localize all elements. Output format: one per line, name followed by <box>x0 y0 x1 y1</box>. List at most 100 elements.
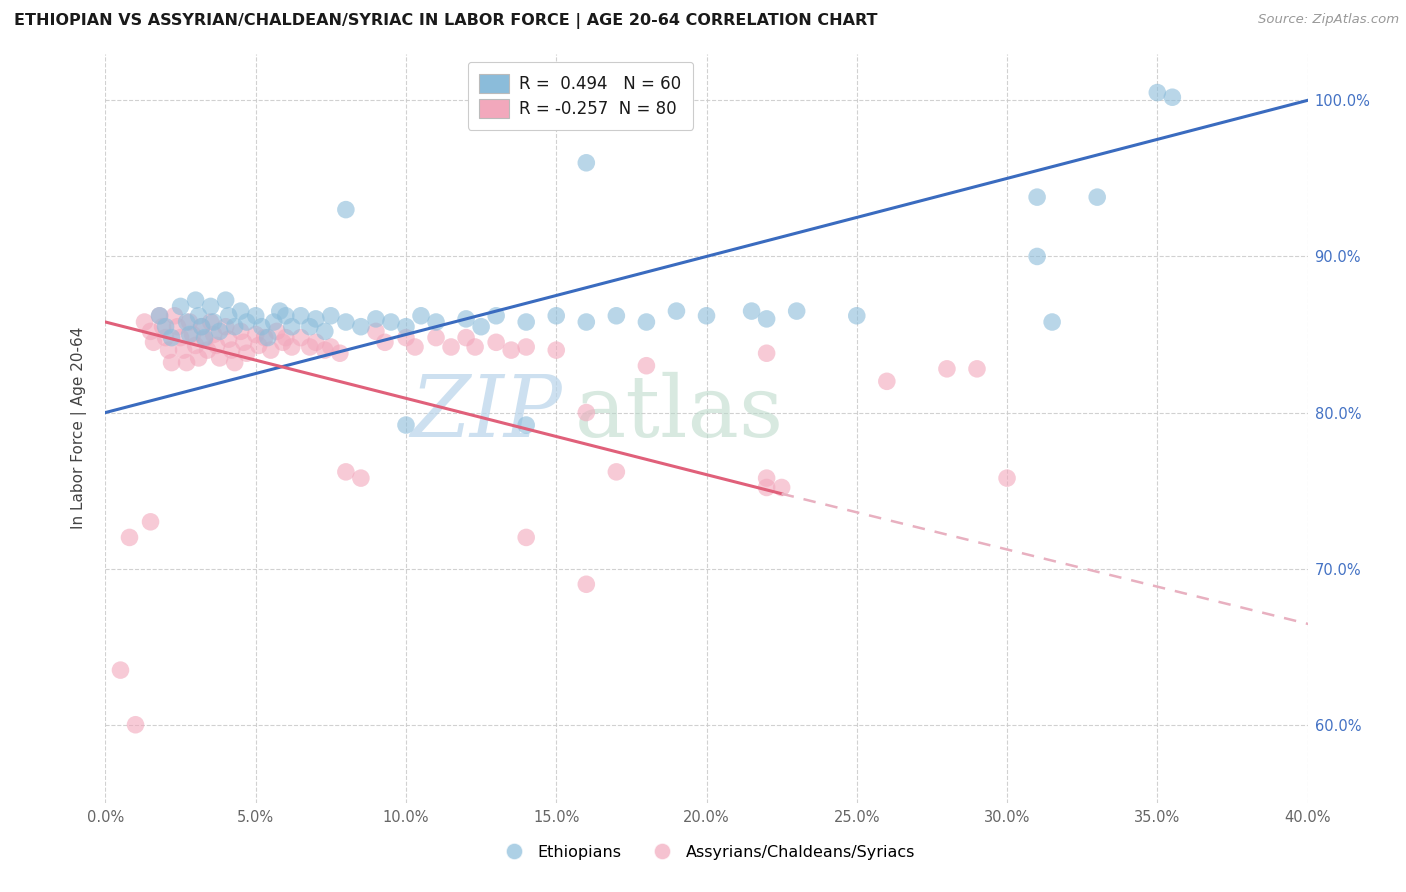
Point <box>364 312 387 326</box>
Point <box>425 331 447 345</box>
Point <box>179 315 201 329</box>
Point <box>152 319 174 334</box>
Point <box>966 362 988 376</box>
Point <box>741 304 763 318</box>
Point <box>218 309 240 323</box>
Point <box>281 319 304 334</box>
Point <box>163 309 186 323</box>
Point <box>786 304 808 318</box>
Point <box>205 338 228 352</box>
Point <box>160 356 183 370</box>
Point <box>269 304 291 318</box>
Point <box>157 343 180 358</box>
Point <box>202 315 225 329</box>
Point <box>214 319 236 334</box>
Y-axis label: In Labor Force | Age 20-64: In Labor Force | Age 20-64 <box>72 327 87 529</box>
Point <box>173 343 195 358</box>
Point <box>187 309 209 323</box>
Point <box>936 362 959 376</box>
Point <box>364 325 387 339</box>
Point <box>454 331 477 345</box>
Point <box>200 300 222 314</box>
Point <box>404 340 426 354</box>
Point <box>335 465 357 479</box>
Point <box>335 202 357 217</box>
Point <box>263 315 285 329</box>
Point <box>218 332 240 346</box>
Point <box>187 351 209 365</box>
Point <box>169 331 191 345</box>
Point <box>395 319 418 334</box>
Point <box>770 481 793 495</box>
Point <box>470 319 492 334</box>
Point <box>464 340 486 354</box>
Point <box>380 315 402 329</box>
Point <box>139 515 162 529</box>
Point <box>1146 86 1168 100</box>
Point <box>876 375 898 389</box>
Text: ZIP: ZIP <box>411 372 562 455</box>
Point <box>197 343 219 358</box>
Point <box>235 315 257 329</box>
Point <box>148 309 170 323</box>
Point <box>395 417 418 433</box>
Point <box>208 325 231 339</box>
Point <box>575 577 598 591</box>
Point <box>755 346 778 360</box>
Point <box>245 327 267 342</box>
Point <box>290 309 312 323</box>
Point <box>575 156 598 170</box>
Point <box>176 315 198 329</box>
Legend: Ethiopians, Assyrians/Chaldeans/Syriacs: Ethiopians, Assyrians/Chaldeans/Syriacs <box>492 838 921 866</box>
Point <box>202 327 225 342</box>
Point <box>266 325 288 339</box>
Point <box>260 343 283 358</box>
Point <box>166 319 188 334</box>
Point <box>274 331 297 345</box>
Point <box>290 331 312 345</box>
Point <box>1026 190 1049 204</box>
Point <box>515 530 537 544</box>
Point <box>515 417 537 433</box>
Point <box>224 319 246 334</box>
Point <box>636 315 658 329</box>
Point <box>245 309 267 323</box>
Point <box>229 304 252 318</box>
Point <box>194 331 217 345</box>
Point <box>194 332 217 346</box>
Point <box>160 331 183 345</box>
Point <box>440 340 463 354</box>
Point <box>995 471 1018 485</box>
Point <box>305 335 328 350</box>
Point <box>208 351 231 365</box>
Point <box>235 346 257 360</box>
Point <box>134 315 156 329</box>
Point <box>190 319 212 334</box>
Point <box>181 327 204 342</box>
Point <box>214 293 236 308</box>
Point <box>247 338 270 352</box>
Point <box>221 343 243 358</box>
Point <box>200 315 222 329</box>
Point <box>314 343 336 358</box>
Point <box>515 315 537 329</box>
Point <box>250 319 273 334</box>
Point <box>636 359 658 373</box>
Point <box>575 315 598 329</box>
Point <box>139 325 162 339</box>
Point <box>253 331 276 345</box>
Point <box>454 312 477 326</box>
Point <box>298 340 321 354</box>
Point <box>335 315 357 329</box>
Point <box>501 343 523 358</box>
Point <box>329 346 352 360</box>
Point <box>575 405 598 419</box>
Point <box>374 335 396 350</box>
Point <box>155 319 177 334</box>
Point <box>1040 315 1063 329</box>
Point <box>755 312 778 326</box>
Point <box>110 663 132 677</box>
Point <box>319 309 342 323</box>
Point <box>256 331 278 345</box>
Point <box>546 343 568 358</box>
